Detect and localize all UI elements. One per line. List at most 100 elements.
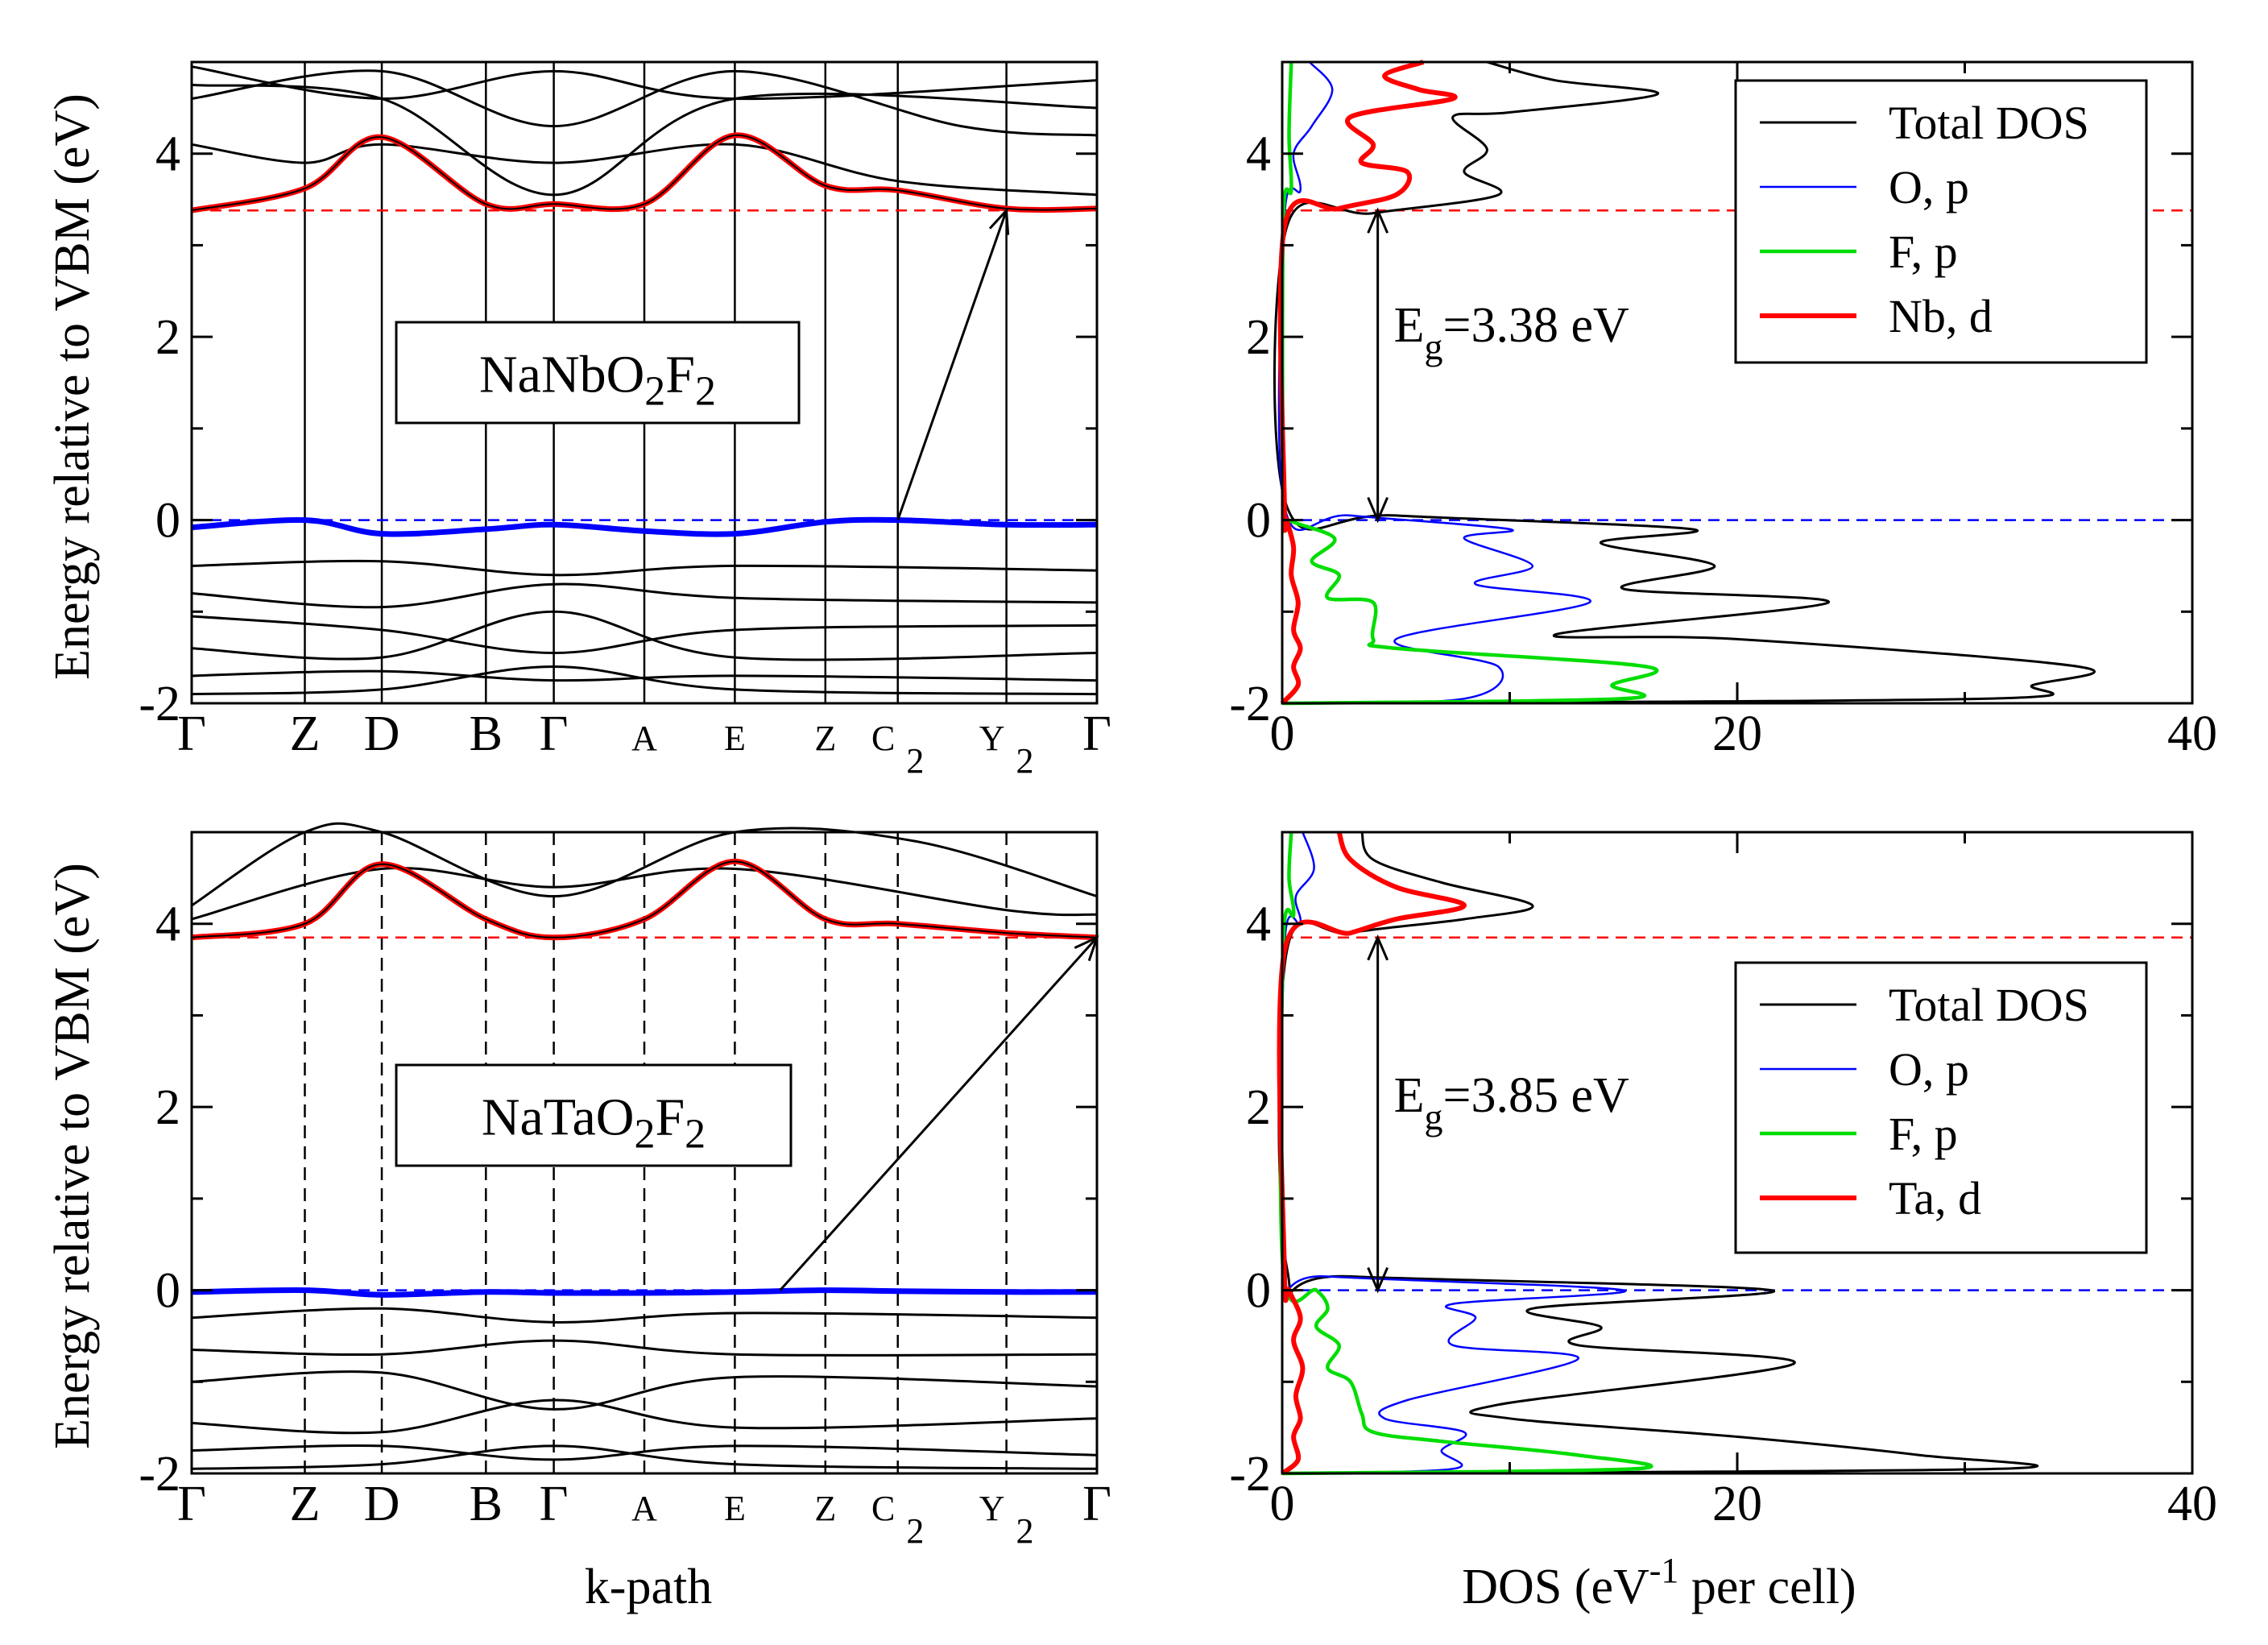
legend-entry: O, p — [1889, 1043, 1969, 1096]
xtick-label: 0 — [1270, 706, 1295, 761]
legend-entry: Total DOS — [1889, 979, 2089, 1031]
kpoint-label-sub: 2 — [906, 741, 924, 781]
compound-label-box — [395, 1063, 793, 1167]
cbm-band-core — [191, 860, 1098, 939]
kpoint-label-main: Y — [979, 1489, 1005, 1528]
legend-entry: Ta, d — [1889, 1172, 1981, 1224]
band-ylabel-top: Energy relative to VBM (eV) — [45, 93, 100, 680]
valence-band-line — [191, 669, 1098, 682]
xtick-label: 40 — [2167, 706, 2217, 761]
kpoint-label-main: B — [470, 706, 503, 761]
kpoint-label: E — [724, 1489, 746, 1528]
kpoint-label: Z — [290, 1477, 321, 1531]
kpoint-label-sub: 2 — [1016, 741, 1033, 781]
kpoint-label: B — [470, 706, 503, 761]
dos-xlabel-sup: -1 — [1649, 1551, 1679, 1590]
kpoint-label-main: Z — [290, 706, 321, 761]
kpoint-label: A — [631, 719, 657, 758]
dos-series-o-p — [1277, 61, 1591, 705]
kpath-xlabel: k-path — [585, 1560, 712, 1614]
kpoint-label-main: B — [470, 1477, 503, 1531]
kpoint-label: Γ — [540, 706, 569, 761]
valence-band-line — [191, 1370, 1098, 1411]
compound-label: NaNbO2F2 — [479, 346, 716, 415]
xtick-label: 40 — [2167, 1477, 2217, 1531]
transition-arrow — [896, 209, 1008, 521]
kpoint-label-main: C — [871, 719, 895, 758]
kpoint-label-main: Z — [290, 1477, 321, 1531]
compound-label-part: NaTaO — [482, 1088, 635, 1147]
kpoint-label-main: E — [724, 719, 746, 758]
valence-band-line — [191, 1339, 1098, 1357]
dos-series-metal-d — [1277, 60, 1458, 706]
transition-arrow — [779, 936, 1099, 1291]
valence-band-line — [191, 1398, 1098, 1435]
kpoint-label-main: Γ — [177, 706, 206, 761]
legend-entry: Nb, d — [1889, 290, 1993, 342]
compound-label-part: 2 — [695, 369, 716, 415]
conduction-band-line — [191, 65, 1098, 101]
dos-series-total — [1273, 60, 2096, 705]
valence-band-line — [191, 1307, 1098, 1324]
ytick-label: 2 — [1246, 310, 1271, 365]
gap-label-sub: g — [1425, 1096, 1443, 1137]
transition-arrowhead — [988, 207, 1010, 235]
kpoint-label-main: Z — [814, 1489, 836, 1528]
gap-arrowhead-top — [1367, 207, 1389, 234]
ytick-label: 0 — [1246, 1264, 1271, 1319]
gap-label: Eg=3.85 eV — [1394, 1068, 1629, 1137]
conduction-band-line — [191, 143, 1098, 197]
valence-band-line — [191, 1444, 1098, 1470]
dos-series-metal-d — [1277, 831, 1467, 1476]
kpoint-label: Γ — [177, 1477, 206, 1531]
ytick-label: -2 — [1229, 677, 1271, 731]
gap-label-sub: g — [1425, 326, 1443, 367]
kpoint-label: Z — [290, 706, 321, 761]
compound-label-part: F — [665, 346, 695, 404]
valence-band-line — [191, 610, 1098, 661]
kpoint-label-main: Y — [979, 719, 1005, 758]
compound-label-part: 2 — [644, 369, 665, 415]
conduction-band-line — [191, 69, 1098, 137]
gap-label-value: =3.38 eV — [1443, 298, 1629, 353]
gap-arrowhead-bottom — [1367, 1266, 1389, 1294]
kpoint-label-main: Γ — [1082, 706, 1111, 761]
kpoint-label-main: Γ — [540, 1477, 569, 1531]
kpoint-label: C2 — [871, 719, 924, 781]
valence-band-line — [191, 665, 1098, 696]
kpoint-label: Γ — [177, 706, 206, 761]
valence-band-line — [191, 559, 1098, 577]
kpoint-label-main: D — [364, 1477, 400, 1531]
legend-entry: F, p — [1889, 1108, 1958, 1160]
ytick-label: 2 — [1246, 1080, 1271, 1135]
gap-label-value: =3.85 eV — [1443, 1068, 1629, 1123]
kpoint-label: Γ — [1082, 706, 1111, 761]
gap-label-main: E — [1394, 1068, 1425, 1123]
compound-label-part: NaNbO — [479, 346, 644, 404]
gap-label: Eg=3.38 eV — [1394, 298, 1629, 367]
kpoint-label-main: Γ — [177, 1477, 206, 1531]
kpoint-label-main: A — [631, 1489, 657, 1528]
compound-label-part: 2 — [685, 1112, 706, 1158]
xtick-label: 0 — [1270, 1477, 1295, 1531]
gap-label-main: E — [1394, 298, 1425, 353]
ytick-label: 0 — [155, 1264, 180, 1319]
ytick-label: 2 — [155, 310, 180, 365]
kpoint-label-sub: 2 — [906, 1511, 924, 1551]
xtick-label: 20 — [1712, 1477, 1762, 1531]
ytick-label: -2 — [1229, 1447, 1271, 1502]
valence-band-line — [191, 615, 1098, 655]
kpoint-label-sub: 2 — [1016, 1511, 1033, 1551]
ytick-label: 2 — [155, 1080, 180, 1135]
conduction-band-line — [191, 867, 1098, 921]
kpoint-label: Y2 — [979, 719, 1034, 781]
compound-label-part: F — [655, 1088, 685, 1147]
gap-arrowhead-bottom — [1367, 496, 1389, 524]
legend-entry: O, p — [1889, 161, 1969, 213]
kpoint-label: D — [364, 706, 400, 761]
kpoint-label-main: E — [724, 1489, 746, 1528]
band-ylabel-bottom: Energy relative to VBM (eV) — [45, 863, 100, 1449]
